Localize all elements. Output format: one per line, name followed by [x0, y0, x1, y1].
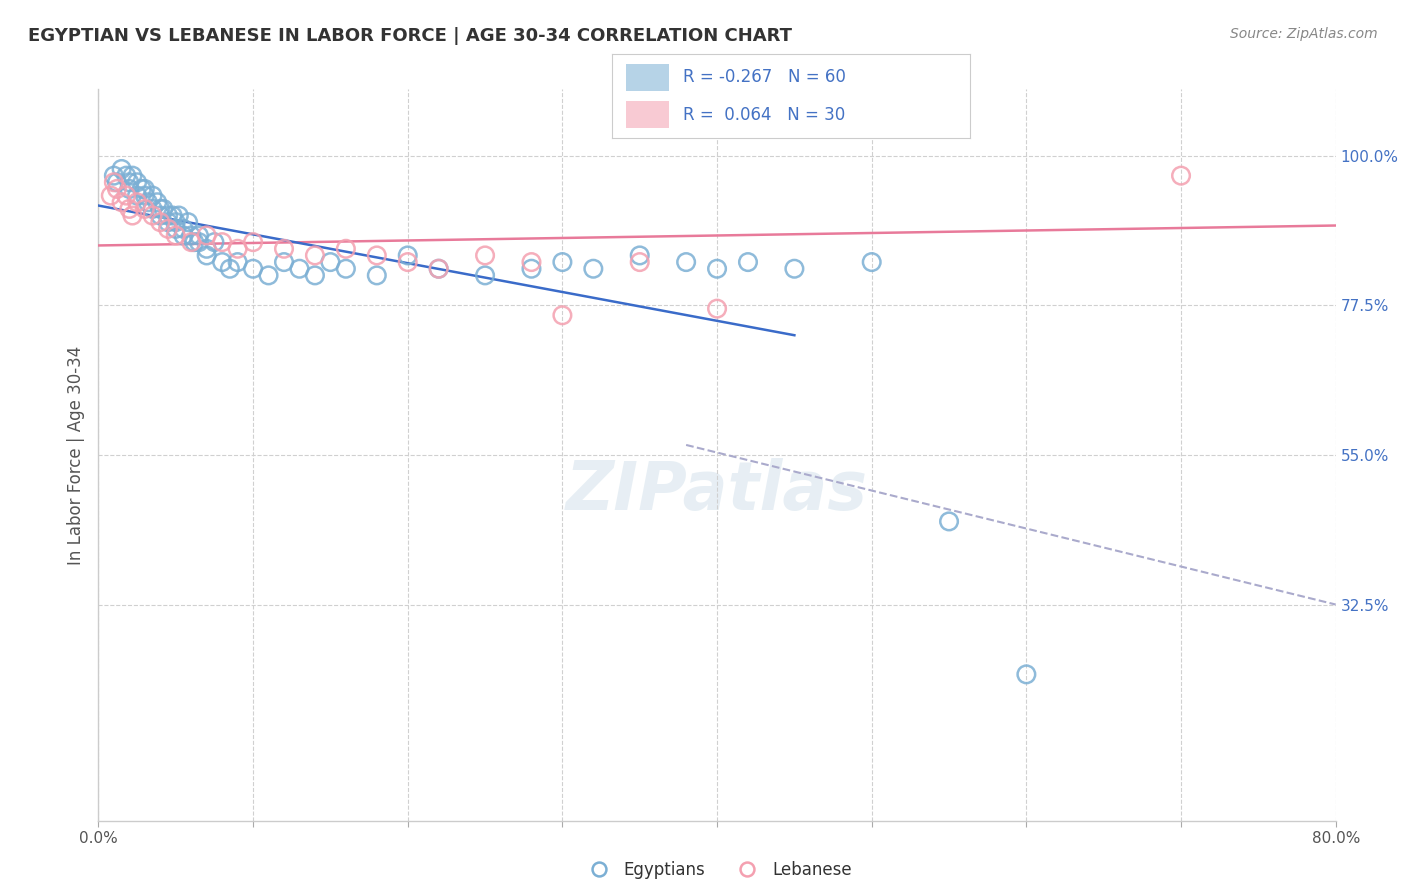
Legend: Egyptians, Lebanese: Egyptians, Lebanese [575, 855, 859, 886]
Point [146, 195, 169, 210]
Point [188, 228, 211, 243]
Point [149, 215, 172, 229]
Point [474, 268, 496, 283]
Point [180, 228, 202, 243]
Point [157, 222, 180, 236]
Point [1015, 667, 1038, 681]
Point [157, 215, 180, 229]
Point [551, 308, 574, 322]
Point [304, 268, 326, 283]
Point [860, 255, 883, 269]
Point [737, 255, 759, 269]
Point [211, 235, 233, 249]
Point [195, 248, 218, 262]
Point [121, 209, 143, 223]
Point [134, 182, 156, 196]
Point [105, 175, 128, 189]
Point [551, 255, 574, 269]
Point [366, 268, 388, 283]
Point [520, 261, 543, 276]
Point [100, 188, 122, 202]
Point [142, 209, 165, 223]
Point [273, 255, 295, 269]
Point [396, 248, 419, 262]
Point [142, 202, 165, 216]
Point [111, 161, 134, 176]
Point [134, 202, 156, 216]
Text: R =  0.064   N = 30: R = 0.064 N = 30 [683, 105, 845, 123]
Point [938, 515, 960, 529]
Point [396, 255, 419, 269]
Point [335, 242, 357, 256]
Point [257, 268, 280, 283]
Point [183, 235, 205, 249]
Point [149, 202, 172, 216]
Point [165, 215, 187, 229]
Point [304, 248, 326, 262]
Text: EGYPTIAN VS LEBANESE IN LABOR FORCE | AGE 30-34 CORRELATION CHART: EGYPTIAN VS LEBANESE IN LABOR FORCE | AG… [28, 27, 792, 45]
Point [103, 169, 125, 183]
Bar [626, 101, 669, 128]
Point [118, 175, 141, 189]
Point [226, 242, 249, 256]
Point [195, 228, 218, 243]
Point [173, 222, 195, 236]
Point [162, 209, 184, 223]
Point [111, 195, 134, 210]
Point [628, 248, 651, 262]
Point [288, 261, 311, 276]
Point [675, 255, 697, 269]
Point [783, 261, 806, 276]
Text: ZIPatlas: ZIPatlas [567, 458, 868, 524]
Point [706, 301, 728, 316]
Point [706, 261, 728, 276]
Point [628, 255, 651, 269]
Point [219, 261, 242, 276]
Point [167, 209, 190, 223]
Point [180, 235, 202, 249]
Point [242, 261, 264, 276]
Point [211, 255, 233, 269]
Point [118, 182, 141, 196]
Point [115, 188, 138, 202]
Point [127, 175, 149, 189]
Point [1170, 169, 1192, 183]
Point [131, 182, 153, 196]
Point [157, 209, 180, 223]
Point [142, 188, 165, 202]
Point [115, 169, 138, 183]
Point [127, 195, 149, 210]
Point [118, 202, 141, 216]
Point [165, 222, 187, 236]
Point [273, 242, 295, 256]
Bar [626, 63, 669, 91]
Point [582, 261, 605, 276]
Point [474, 248, 496, 262]
Point [103, 175, 125, 189]
Point [173, 228, 195, 243]
Point [134, 188, 156, 202]
Point [242, 235, 264, 249]
Point [226, 255, 249, 269]
Point [188, 235, 211, 249]
Point [105, 182, 128, 196]
Point [204, 235, 226, 249]
Point [319, 255, 342, 269]
Point [136, 195, 159, 210]
Point [152, 202, 174, 216]
Point [366, 248, 388, 262]
Point [165, 228, 187, 243]
Point [520, 255, 543, 269]
Point [121, 169, 143, 183]
Text: R = -0.267   N = 60: R = -0.267 N = 60 [683, 69, 846, 87]
Point [149, 209, 172, 223]
Text: Source: ZipAtlas.com: Source: ZipAtlas.com [1230, 27, 1378, 41]
Point [427, 261, 450, 276]
Point [427, 261, 450, 276]
Y-axis label: In Labor Force | Age 30-34: In Labor Force | Age 30-34 [66, 345, 84, 565]
Point [195, 242, 218, 256]
Point [177, 215, 200, 229]
Point [335, 261, 357, 276]
Point [127, 188, 149, 202]
